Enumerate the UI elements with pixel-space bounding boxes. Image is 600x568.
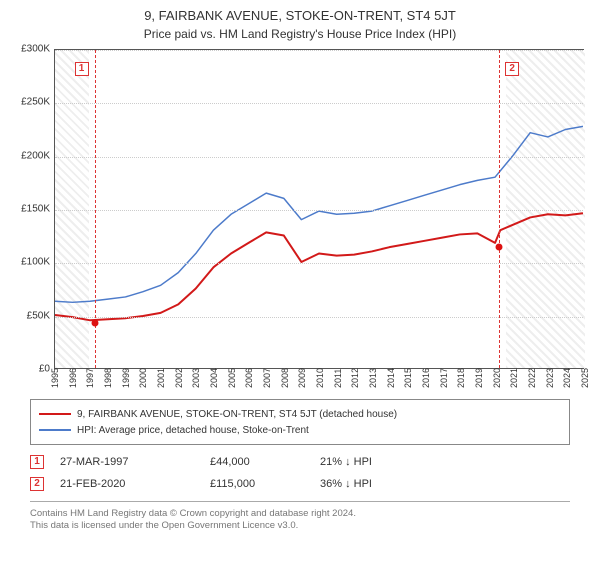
grid-line <box>55 103 583 104</box>
x-tick-label: 2000 <box>138 368 148 388</box>
grid-line <box>55 50 583 51</box>
plot-area: 12 <box>54 49 584 369</box>
x-tick-label: 1997 <box>85 368 95 388</box>
x-tick-label: 2010 <box>315 368 325 388</box>
chart-area: £0£50K£100K£150K£200K£250K£300K 12 19951… <box>10 49 590 389</box>
marker-table-row: 2 21-FEB-2020£115,00036% ↓ HPI <box>30 473 570 495</box>
x-tick-label: 2001 <box>156 368 166 388</box>
y-tick-label: £0 <box>39 364 50 375</box>
x-tick-label: 2007 <box>262 368 272 388</box>
legend-box: 9, FAIRBANK AVENUE, STOKE-ON-TRENT, ST4 … <box>30 399 570 445</box>
x-tick-label: 2012 <box>350 368 360 388</box>
marker-label: 1 <box>75 62 89 76</box>
x-tick-label: 2022 <box>527 368 537 388</box>
x-tick-label: 2025 <box>580 368 590 388</box>
legend-swatch-hpi <box>39 429 71 431</box>
marker-id-cell: 1 <box>30 455 44 469</box>
y-tick-label: £100K <box>21 257 50 268</box>
y-tick-label: £150K <box>21 204 50 215</box>
marker-date-cell: 27-MAR-1997 <box>60 456 210 468</box>
marker-label: 2 <box>505 62 519 76</box>
legend-label-hpi: HPI: Average price, detached house, Stok… <box>77 425 309 436</box>
y-tick-label: £50K <box>27 310 50 321</box>
legend-item-hpi: HPI: Average price, detached house, Stok… <box>39 422 561 438</box>
marker-dot <box>496 244 503 251</box>
x-tick-label: 2020 <box>492 368 502 388</box>
x-tick-label: 2005 <box>227 368 237 388</box>
x-tick-label: 1999 <box>121 368 131 388</box>
footer-line-2: This data is licensed under the Open Gov… <box>30 520 570 532</box>
x-tick-label: 1998 <box>103 368 113 388</box>
x-tick-label: 2021 <box>509 368 519 388</box>
legend-swatch-price <box>39 413 71 415</box>
x-tick-label: 1996 <box>68 368 78 388</box>
marker-date-cell: 21-FEB-2020 <box>60 478 210 490</box>
marker-price-cell: £44,000 <box>210 456 320 468</box>
marker-dot <box>91 320 98 327</box>
marker-pct-cell: 21% ↓ HPI <box>320 456 460 468</box>
grid-line <box>55 263 583 264</box>
footer-divider <box>30 501 570 502</box>
x-tick-label: 2014 <box>386 368 396 388</box>
marker-id-cell: 2 <box>30 477 44 491</box>
grid-line <box>55 317 583 318</box>
footer-line-1: Contains HM Land Registry data © Crown c… <box>30 508 570 520</box>
x-axis: 1995199619971998199920002001200220032004… <box>54 369 584 393</box>
series-line-price_paid <box>55 213 583 320</box>
x-tick-label: 2006 <box>244 368 254 388</box>
y-tick-label: £200K <box>21 150 50 161</box>
x-tick-label: 2015 <box>403 368 413 388</box>
x-tick-label: 2003 <box>191 368 201 388</box>
x-tick-label: 2024 <box>562 368 572 388</box>
x-tick-label: 1995 <box>50 368 60 388</box>
chart-title: 9, FAIRBANK AVENUE, STOKE-ON-TRENT, ST4 … <box>0 8 600 23</box>
legend-item-price: 9, FAIRBANK AVENUE, STOKE-ON-TRENT, ST4 … <box>39 406 561 422</box>
x-tick-label: 2002 <box>174 368 184 388</box>
x-tick-label: 2011 <box>333 369 343 388</box>
marker-price-cell: £115,000 <box>210 478 320 490</box>
series-line-hpi <box>55 126 583 302</box>
y-tick-label: £250K <box>21 97 50 108</box>
x-tick-label: 2009 <box>297 368 307 388</box>
grid-line <box>55 157 583 158</box>
x-tick-label: 2023 <box>545 368 555 388</box>
y-tick-label: £300K <box>21 44 50 55</box>
x-tick-label: 2018 <box>456 368 466 388</box>
legend-label-price: 9, FAIRBANK AVENUE, STOKE-ON-TRENT, ST4 … <box>77 409 397 420</box>
x-tick-label: 2019 <box>474 368 484 388</box>
x-tick-label: 2016 <box>421 368 431 388</box>
x-tick-label: 2008 <box>280 368 290 388</box>
footer-text: Contains HM Land Registry data © Crown c… <box>30 508 570 533</box>
marker-pct-cell: 36% ↓ HPI <box>320 478 460 490</box>
x-tick-label: 2017 <box>439 368 449 388</box>
marker-table-row: 1 27-MAR-1997£44,00021% ↓ HPI <box>30 451 570 473</box>
chart-lines <box>55 50 583 368</box>
x-tick-label: 2013 <box>368 368 378 388</box>
grid-line <box>55 210 583 211</box>
marker-table: 1 27-MAR-1997£44,00021% ↓ HPI 2 21-FEB-2020… <box>30 451 570 495</box>
x-tick-label: 2004 <box>209 368 219 388</box>
y-axis: £0£50K£100K£150K£200K£250K£300K <box>10 49 54 369</box>
marker-line <box>499 50 500 368</box>
chart-subtitle: Price paid vs. HM Land Registry's House … <box>0 27 600 41</box>
